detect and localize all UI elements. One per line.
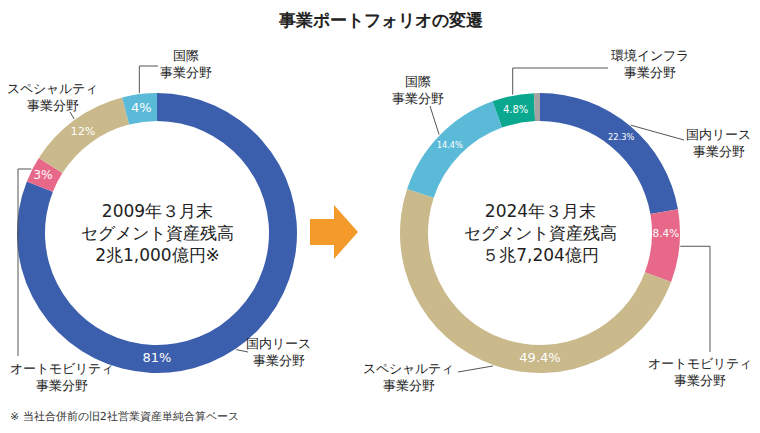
svg-text:オートモビリティ事業分野: オートモビリティ事業分野 (10, 361, 114, 393)
svg-text:49.4%: 49.4% (519, 350, 560, 365)
svg-text:事業ポートフォリオの変遷: 事業ポートフォリオの変遷 (278, 10, 483, 30)
svg-text:スペシャルティ事業分野: スペシャルティ事業分野 (363, 361, 454, 393)
svg-text:12%: 12% (71, 125, 96, 138)
svg-text:22.3%: 22.3% (608, 132, 634, 142)
svg-text:国際事業分野: 国際事業分野 (160, 48, 212, 80)
svg-text:オートモビリティ事業分野: オートモビリティ事業分野 (648, 356, 752, 388)
svg-text:国内リース事業分野: 国内リース事業分野 (686, 127, 751, 159)
svg-text:2024年３月末セグメント資産残高５兆7,204億円: 2024年３月末セグメント資産残高５兆7,204億円 (464, 201, 617, 265)
svg-text:国際事業分野: 国際事業分野 (392, 74, 444, 106)
svg-text:国内リース事業分野: 国内リース事業分野 (246, 336, 311, 368)
svg-text:4%: 4% (131, 100, 152, 115)
svg-text:※ 当社合併前の旧2社営業資産単純合算ベース: ※ 当社合併前の旧2社営業資産単純合算ベース (10, 410, 239, 423)
svg-text:4.8%: 4.8% (503, 104, 528, 115)
svg-text:81%: 81% (143, 350, 172, 365)
svg-text:14.4%: 14.4% (437, 140, 463, 150)
svg-text:8.4%: 8.4% (653, 227, 680, 239)
svg-text:スペシャルティ事業分野: スペシャルティ事業分野 (7, 81, 98, 113)
svg-text:環境インフラ事業分野: 環境インフラ事業分野 (611, 48, 689, 80)
svg-text:3%: 3% (33, 168, 52, 182)
svg-text:2009年３月末セグメント資産残高2兆1,000億円※: 2009年３月末セグメント資産残高2兆1,000億円※ (81, 201, 234, 265)
